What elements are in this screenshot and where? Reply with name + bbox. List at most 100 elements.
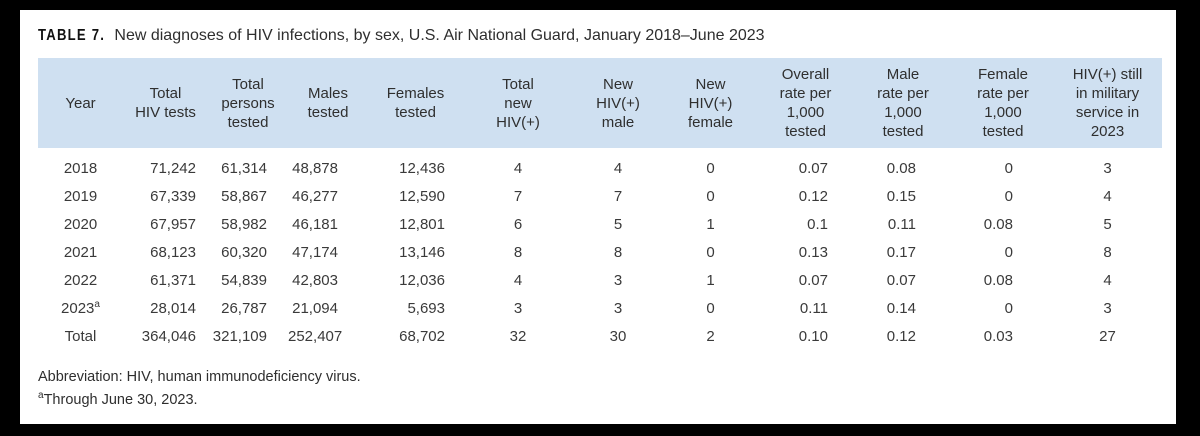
page-title: TABLE 7. New diagnoses of HIV infections…	[38, 26, 1176, 46]
footnote-through-date: aThrough June 30, 2023.	[38, 389, 1176, 412]
cell: 4	[1103, 187, 1112, 205]
cell: 0.15	[886, 187, 916, 205]
cell: 7	[513, 187, 523, 205]
cell: 61,314	[221, 159, 267, 177]
cell: 4	[1103, 271, 1112, 289]
cell: 0	[706, 187, 715, 205]
column-header: Year	[38, 58, 123, 148]
cell: 21,094	[292, 299, 338, 317]
year-cell: 2022	[38, 266, 123, 294]
column-header: Total persons tested	[208, 58, 288, 148]
year-label: 2021	[63, 243, 98, 261]
year-cell: 2020	[38, 210, 123, 238]
cell: 5,693	[407, 299, 445, 317]
cell: 6	[513, 215, 523, 233]
year-label: 2019	[63, 187, 98, 205]
cell: 8	[513, 243, 523, 261]
cell: 46,277	[292, 187, 338, 205]
cell: 1	[706, 215, 715, 233]
cell: 26,787	[221, 299, 267, 317]
column-header: Total HIV tests	[123, 58, 208, 148]
table-header-row: Year Total HIV tests Total persons tested M…	[38, 58, 1162, 148]
cell: 3	[613, 271, 623, 289]
table-body: 2018 71,242 61,314 48,878 12,436 4 4 0 0.07 0.08 0…	[38, 148, 1162, 350]
table-figure: TABLE 7. New diagnoses of HIV infections…	[20, 10, 1176, 424]
cell: 5	[1103, 215, 1112, 233]
cell: 0.08	[886, 159, 916, 177]
cell: 8	[613, 243, 623, 261]
column-header: Female rate per 1,000 tested	[953, 58, 1053, 148]
cell: 67,957	[150, 215, 196, 233]
year-label: 2020	[63, 215, 98, 233]
cell: 68,702	[399, 327, 445, 345]
year-cell: 2023a	[38, 294, 123, 322]
cell: 2	[706, 327, 715, 345]
cell: 58,867	[221, 187, 267, 205]
column-header: Males tested	[288, 58, 368, 148]
cell: 27	[1099, 327, 1116, 345]
cell: 0.07	[798, 159, 828, 177]
cell: 0.13	[798, 243, 828, 261]
footnote-through-text: Through June 30, 2023.	[43, 392, 198, 408]
cell: 12,590	[399, 187, 445, 205]
cell: 0.08	[983, 271, 1013, 289]
cell: 0	[706, 243, 715, 261]
cell: 47,174	[292, 243, 338, 261]
cell: 48,878	[292, 159, 338, 177]
table-row: Total 364,046 321,109 252,407 68,702 32 30 2 0.1…	[38, 322, 1162, 350]
cell: 0	[1004, 299, 1013, 317]
cell: 4	[613, 159, 623, 177]
cell: 60,320	[221, 243, 267, 261]
hiv-diagnoses-table: Year Total HIV tests Total persons tested M…	[38, 58, 1162, 350]
footnote-abbreviation: Abbreviation: HIV, human immunodeficienc…	[38, 369, 361, 385]
column-header: HIV(+) still in military service in 2023	[1053, 58, 1162, 148]
cell: 58,982	[221, 215, 267, 233]
table-row: 2018 71,242 61,314 48,878 12,436 4 4 0 0.07 0.08 0…	[38, 154, 1162, 182]
table-row: 2023a 28,014 26,787 21,094 5,693 3 3 0 0.11 0.14 0…	[38, 294, 1162, 322]
year-superscript: a	[94, 298, 100, 310]
cell: 4	[513, 271, 523, 289]
year-cell: 2021	[38, 238, 123, 266]
cell: 0	[706, 159, 715, 177]
cell: 3	[613, 299, 623, 317]
cell: 0.14	[886, 299, 916, 317]
column-header: New HIV(+) male	[573, 58, 663, 148]
cell: 12,801	[399, 215, 445, 233]
year-label: 2022	[63, 271, 98, 289]
cell: 61,371	[150, 271, 196, 289]
cell: 3	[1103, 159, 1112, 177]
column-header: New HIV(+) female	[663, 58, 758, 148]
footnote-superscript: a	[38, 390, 44, 402]
year-cell: Total	[38, 322, 123, 350]
cell: 0.11	[887, 215, 916, 233]
table-row: 2021 68,123 60,320 47,174 13,146 8 8 0 0.13 0.17 0…	[38, 238, 1162, 266]
cell: 32	[509, 327, 527, 345]
cell: 12,436	[399, 159, 445, 177]
year-cell: 2019	[38, 182, 123, 210]
cell: 0.1	[807, 215, 828, 233]
cell: 4	[513, 159, 523, 177]
column-header: Total new HIV(+)	[463, 58, 573, 148]
cell: 67,339	[150, 187, 196, 205]
column-header: Females tested	[368, 58, 463, 148]
cell: 0	[1004, 159, 1013, 177]
cell: 0	[1004, 243, 1013, 261]
table-row: 2019 67,339 58,867 46,277 12,590 7 7 0 0.12 0.15 0…	[38, 182, 1162, 210]
cell: 54,839	[221, 271, 267, 289]
cell: 0.08	[983, 215, 1013, 233]
cell: 0.10	[798, 327, 828, 345]
column-header: Male rate per 1,000 tested	[853, 58, 953, 148]
year-label: 2018	[63, 159, 98, 177]
cell: 0.07	[798, 271, 828, 289]
cell: 321,109	[212, 327, 267, 345]
cell: 1	[706, 271, 715, 289]
cell: 0.12	[886, 327, 916, 345]
cell: 0.07	[886, 271, 916, 289]
cell: 30	[609, 327, 627, 345]
table-caption: New diagnoses of HIV infections, by sex,…	[114, 27, 765, 44]
cell: 3	[1103, 299, 1112, 317]
cell: 0.17	[886, 243, 916, 261]
cell: 0.03	[983, 327, 1013, 345]
cell: 12,036	[399, 271, 445, 289]
table-row: 2020 67,957 58,982 46,181 12,801 6 5 1 0.1 0.11 0.…	[38, 210, 1162, 238]
